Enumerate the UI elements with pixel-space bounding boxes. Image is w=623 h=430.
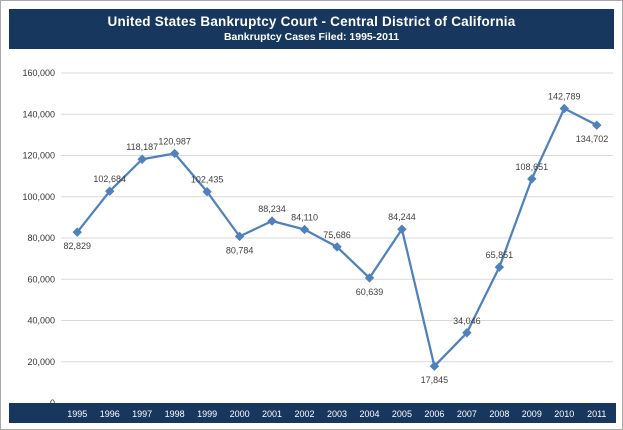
- data-point-label: 108,651: [516, 162, 549, 172]
- data-point-label: 118,187: [126, 142, 158, 152]
- x-axis-year-label: 2011: [587, 409, 606, 419]
- data-point-marker: [169, 148, 180, 159]
- plot-area-wrap: 020,00040,00060,00080,000100,000120,0001…: [9, 51, 616, 429]
- data-point-label: 17,845: [421, 375, 449, 385]
- data-point-marker: [202, 187, 212, 197]
- chart-title: United States Bankruptcy Court - Central…: [107, 14, 516, 29]
- x-axis-year-label: 2004: [359, 409, 379, 419]
- y-axis-tick-label: 40,000: [27, 316, 55, 326]
- x-axis-year-label: 2010: [554, 409, 574, 419]
- data-point-marker: [559, 103, 570, 114]
- chart-subtitle: Bankruptcy Cases Filed: 1995-2011: [223, 31, 400, 43]
- data-point-label: 60,639: [356, 287, 384, 297]
- data-point-marker: [234, 231, 245, 242]
- x-axis-year-label: 2002: [295, 409, 315, 419]
- x-axis-year-label: 1997: [132, 409, 152, 419]
- x-axis-year-label: 1995: [67, 409, 87, 419]
- y-axis-tick-label: 20,000: [27, 357, 55, 367]
- x-axis-year-label: 2000: [230, 409, 250, 419]
- x-axis-year-label: 2009: [522, 409, 542, 419]
- x-axis-band: [9, 403, 616, 423]
- data-point-marker: [72, 227, 82, 237]
- y-axis-tick-label: 100,000: [22, 192, 55, 202]
- x-axis-year-label: 2005: [392, 409, 412, 419]
- data-point-marker: [267, 216, 277, 226]
- data-point-marker: [429, 361, 440, 371]
- line-chart: 020,00040,00060,00080,000100,000120,0001…: [9, 68, 616, 423]
- data-point-marker: [104, 186, 115, 196]
- data-point-label: 34,046: [453, 316, 481, 326]
- x-axis-year-label: 1999: [197, 409, 217, 419]
- data-point-label: 65,851: [486, 250, 514, 260]
- data-point-label: 84,110: [291, 213, 318, 223]
- data-point-marker: [527, 174, 537, 184]
- x-axis-year-label: 2007: [457, 409, 477, 419]
- x-axis-year-label: 2001: [262, 409, 282, 419]
- x-axis-year-label: 2003: [327, 409, 347, 419]
- x-axis-year-label: 2006: [424, 409, 444, 419]
- data-point-marker: [364, 273, 375, 283]
- y-axis-tick-label: 140,000: [22, 109, 55, 119]
- data-point-label: 102,435: [191, 175, 224, 185]
- data-point-label: 134,702: [576, 134, 609, 144]
- data-point-marker: [397, 224, 407, 234]
- data-point-marker: [592, 120, 602, 130]
- data-point-marker: [137, 154, 147, 164]
- y-axis-tick-label: 80,000: [27, 233, 55, 243]
- data-point-label: 75,686: [323, 230, 351, 240]
- data-point-marker: [494, 262, 505, 272]
- data-point-label: 84,244: [388, 212, 416, 222]
- x-axis-year-label: 2008: [489, 409, 509, 419]
- data-point-marker: [299, 224, 310, 235]
- y-axis-tick-label: 60,000: [27, 274, 55, 284]
- data-point-label: 142,789: [548, 91, 581, 101]
- data-point-label: 102,684: [93, 174, 126, 184]
- chart-title-band: United States Bankruptcy Court - Central…: [9, 9, 614, 49]
- data-point-label: 82,829: [63, 241, 91, 251]
- data-point-label: 88,234: [258, 204, 286, 214]
- data-point-label: 80,784: [226, 245, 254, 255]
- data-point-label: 120,987: [158, 136, 191, 146]
- data-point-marker: [462, 328, 472, 338]
- data-point-marker: [332, 242, 342, 252]
- y-axis-tick-label: 160,000: [22, 68, 55, 78]
- x-axis-year-label: 1998: [165, 409, 185, 419]
- y-axis-tick-label: 120,000: [22, 151, 55, 161]
- x-axis-year-label: 1996: [100, 409, 120, 419]
